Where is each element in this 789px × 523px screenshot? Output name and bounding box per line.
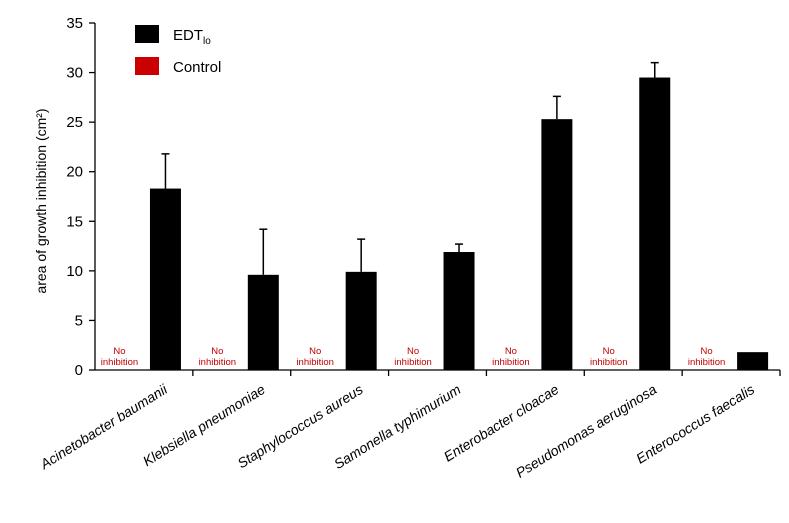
- error-bar: [455, 243, 464, 253]
- edt-bar: [639, 77, 671, 371]
- legend-swatch: [135, 57, 159, 75]
- legend-label: EDTlo: [173, 27, 211, 47]
- legend: EDTlo Control: [135, 25, 221, 76]
- no-inhibition-line: No: [505, 346, 517, 357]
- bars: [149, 61, 769, 371]
- no-inhibition-line: inhibition: [394, 357, 432, 368]
- y-axis-title: area of growth inhibition (cm²): [33, 108, 49, 293]
- no-inhibition-label: No inhibition: [296, 346, 334, 368]
- y-tick-label: 10: [66, 263, 83, 280]
- error-bar: [161, 153, 170, 189]
- edt-bar: [149, 188, 181, 370]
- no-inhibition-line: No: [309, 346, 321, 357]
- y-tick-label: 5: [75, 312, 83, 329]
- edt-bar: [541, 119, 573, 370]
- legend-label: Control: [173, 59, 221, 76]
- no-inhibition-line: inhibition: [688, 357, 726, 368]
- no-inhibition-line: inhibition: [296, 357, 334, 368]
- y-tick-label: 35: [66, 15, 83, 32]
- error-bar: [650, 61, 659, 78]
- no-inhibition-label: No inhibition: [492, 346, 530, 368]
- edt-bar: [737, 352, 769, 370]
- y-tick-label: 20: [66, 164, 83, 181]
- no-inhibition-line: No: [701, 346, 713, 357]
- edt-bar: [247, 274, 279, 370]
- y-tick-label: 30: [66, 65, 83, 82]
- no-inhibition-line: No: [113, 346, 125, 357]
- x-axis: [95, 369, 781, 376]
- no-inhibition-label: No inhibition: [688, 346, 726, 368]
- y-axis: 0 5 10 15 20 25 30 35: [66, 15, 96, 379]
- y-tick-label: 15: [66, 213, 83, 230]
- edt-bar: [345, 271, 377, 370]
- no-inhibition-label: No inhibition: [199, 346, 237, 368]
- y-tick-label: 0: [75, 362, 83, 379]
- no-inhibition-label: No inhibition: [590, 346, 628, 368]
- legend-label-main: EDT: [173, 27, 203, 44]
- y-tick-label: 25: [66, 114, 83, 131]
- no-inhibition-label: No inhibition: [394, 346, 432, 368]
- legend-label-subscript: lo: [203, 36, 211, 47]
- error-bar: [259, 228, 268, 275]
- legend-swatch: [135, 25, 159, 43]
- edt-bar: [443, 252, 475, 370]
- no-inhibition-line: No: [211, 346, 223, 357]
- no-inhibition-line: inhibition: [199, 357, 237, 368]
- no-inhibition-line: inhibition: [492, 357, 530, 368]
- no-inhibition-line: inhibition: [101, 357, 139, 368]
- no-inhibition-label: No inhibition: [101, 346, 139, 368]
- no-inhibition-line: inhibition: [590, 357, 628, 368]
- no-inhibition-line: No: [407, 346, 419, 357]
- error-bar: [357, 238, 366, 272]
- no-inhibition-line: No: [603, 346, 615, 357]
- error-bar: [552, 95, 561, 120]
